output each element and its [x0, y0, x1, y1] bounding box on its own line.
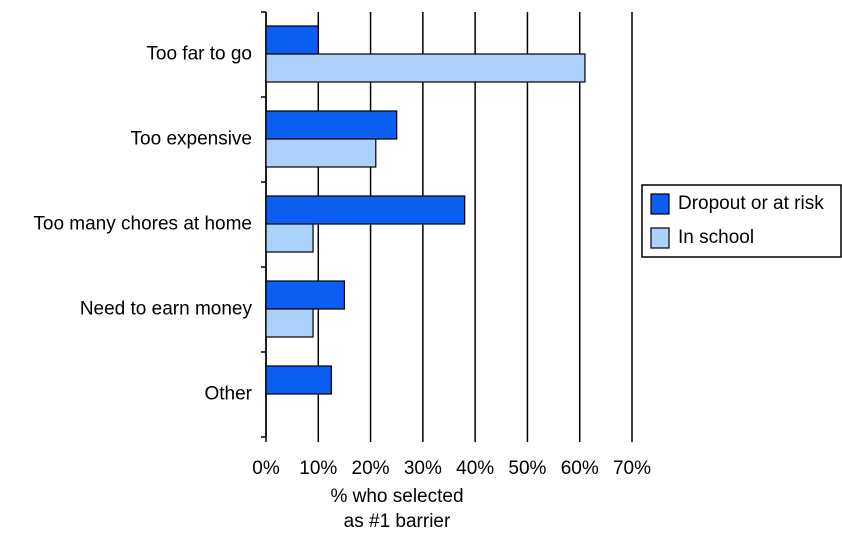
- x-axis-title: % who selected: [330, 486, 463, 507]
- x-tick-label: 0%: [252, 458, 280, 479]
- legend-swatch: [650, 193, 670, 215]
- legend-label: In school: [678, 227, 754, 248]
- bar: [265, 110, 398, 140]
- bar: [265, 195, 466, 225]
- legend-label: Dropout or at risk: [678, 193, 824, 214]
- x-tick-label: 60%: [561, 458, 599, 479]
- bar: [265, 25, 319, 55]
- x-tick-label: 20%: [352, 458, 390, 479]
- x-tick-label: 50%: [508, 458, 546, 479]
- x-tick-label: 40%: [456, 458, 494, 479]
- x-tick-label: 30%: [404, 458, 442, 479]
- bar: [265, 53, 586, 83]
- y-tick-label: Need to earn money: [80, 299, 253, 320]
- legend-swatch: [650, 227, 670, 249]
- bar: [265, 308, 314, 338]
- legend-box: [641, 184, 842, 258]
- y-tick-label: Other: [204, 384, 252, 405]
- y-tick-label: Too expensive: [131, 129, 252, 150]
- x-tick-label: 10%: [299, 458, 337, 479]
- bar: [265, 138, 377, 168]
- x-tick-label: 70%: [613, 458, 651, 479]
- y-tick-label: Too many chores at home: [33, 214, 252, 235]
- x-axis-title: as #1 barrier: [344, 511, 451, 532]
- bar: [265, 223, 314, 253]
- bar: [265, 365, 332, 395]
- y-tick-label: Too far to go: [146, 44, 252, 65]
- bar: [265, 280, 346, 310]
